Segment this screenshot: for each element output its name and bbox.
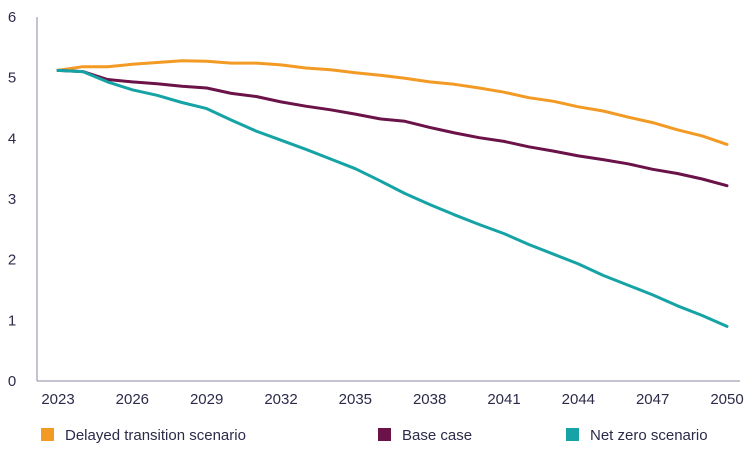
legend: Delayed transition scenario Base case Net … <box>41 427 708 444</box>
legend-label: Net zero scenario <box>590 427 708 444</box>
x-tick-label: 2038 <box>413 391 446 408</box>
x-tick-label: 2050 <box>710 391 743 408</box>
series-lines <box>56 59 729 328</box>
y-tick-labels: 0 1 2 3 4 5 6 <box>8 9 16 390</box>
legend-swatch <box>41 428 54 441</box>
x-tick-labels: 2023 2026 2029 2032 2035 2038 2041 2044 2047 2050 <box>41 391 743 408</box>
y-tick-label: 3 <box>8 191 16 208</box>
y-tick-label: 2 <box>8 252 16 269</box>
series-line-3 <box>56 68 729 328</box>
legend-item: Delayed transition scenario <box>41 427 246 444</box>
x-tick-label: 2026 <box>116 391 149 408</box>
x-tick-label: 2044 <box>562 391 595 408</box>
y-tick-label: 5 <box>8 70 16 87</box>
x-tick-label: 2029 <box>190 391 223 408</box>
legend-label: Base case <box>402 427 472 444</box>
x-tick-label: 2041 <box>487 391 520 408</box>
x-tick-label: 2023 <box>41 391 74 408</box>
legend-swatch <box>566 428 579 441</box>
series-line-1 <box>56 59 729 146</box>
y-tick-label: 6 <box>8 9 16 26</box>
legend-item: Net zero scenario <box>566 427 708 444</box>
x-tick-label: 2047 <box>636 391 669 408</box>
series-line-2 <box>56 68 729 188</box>
x-tick-label: 2032 <box>264 391 297 408</box>
y-tick-label: 4 <box>8 130 16 147</box>
legend-swatch <box>378 428 391 441</box>
legend-item: Base case <box>378 427 472 444</box>
y-tick-label: 0 <box>8 373 16 390</box>
y-tick-label: 1 <box>8 312 16 329</box>
x-tick-label: 2035 <box>339 391 372 408</box>
legend-label: Delayed transition scenario <box>65 427 246 444</box>
